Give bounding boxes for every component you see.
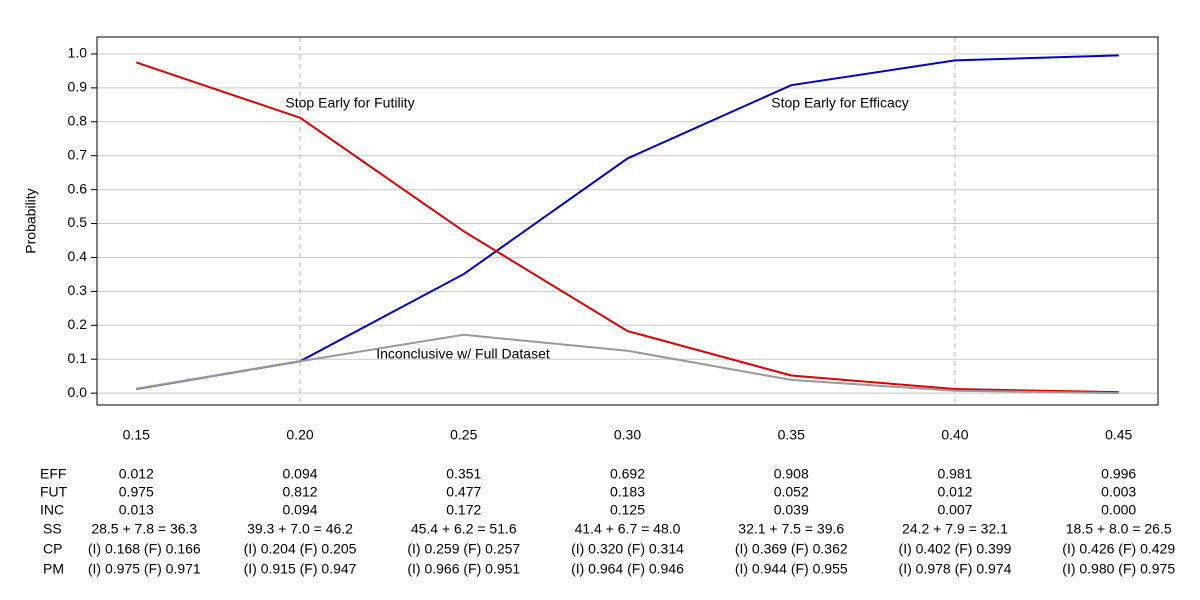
table-cell: (I) 0.980 (F) 0.975 xyxy=(1062,561,1175,577)
x-tick-label: 0.20 xyxy=(286,427,313,443)
series-line xyxy=(135,61,1119,394)
table-cell: 45.4 + 6.2 = 51.6 xyxy=(411,521,517,537)
table-cell: 0.007 xyxy=(937,502,972,518)
x-tick-label: 0.35 xyxy=(778,427,805,443)
y-tick-label: 0.8 xyxy=(68,112,88,128)
table-cell: (I) 0.204 (F) 0.205 xyxy=(244,541,357,557)
x-tick-label: 0.40 xyxy=(941,427,968,443)
table-cell: 0.013 xyxy=(119,502,154,518)
y-tick-label: 0.6 xyxy=(68,180,88,196)
annotation: Stop Early for Futility xyxy=(285,95,414,111)
table-cell: 18.5 + 8.0 = 26.5 xyxy=(1066,521,1172,537)
table-cell: 0.125 xyxy=(610,502,645,518)
y-tick-label: 1.0 xyxy=(68,45,88,61)
annotation: Inconclusive w/ Full Dataset xyxy=(376,346,550,362)
table-cell: (I) 0.168 (F) 0.166 xyxy=(88,541,201,557)
series-line xyxy=(136,54,1119,391)
table-cell: 0.183 xyxy=(610,484,645,500)
table-cell: 0.000 xyxy=(1101,502,1136,518)
table-cell: 0.012 xyxy=(937,484,972,500)
table-cell: 0.477 xyxy=(446,484,481,500)
plot-frame xyxy=(96,36,1159,406)
table-cell: 41.4 + 6.7 = 48.0 xyxy=(575,521,681,537)
table-cell: 0.981 xyxy=(937,466,972,482)
table-row-label: SS xyxy=(43,521,62,537)
table-cell: 0.996 xyxy=(1101,466,1136,482)
table-row-label: CP xyxy=(43,541,62,557)
x-tick-label: 0.30 xyxy=(614,427,641,443)
table-cell: (I) 0.259 (F) 0.257 xyxy=(407,541,520,557)
table-cell: (I) 0.978 (F) 0.974 xyxy=(899,561,1012,577)
y-tick-label: 0.7 xyxy=(68,146,88,162)
table-cell: 0.039 xyxy=(774,502,809,518)
table-cell: (I) 0.964 (F) 0.946 xyxy=(571,561,684,577)
table-cell: 0.812 xyxy=(283,484,318,500)
table-row-label: INC xyxy=(40,502,64,518)
table-cell: (I) 0.402 (F) 0.399 xyxy=(899,541,1012,557)
series-line xyxy=(136,333,1119,395)
y-tick-label: 0.2 xyxy=(68,316,88,332)
table-cell: 0.351 xyxy=(446,466,481,482)
table-row-label: EFF xyxy=(40,466,66,482)
x-tick-label: 0.45 xyxy=(1105,427,1132,443)
table-cell: 0.012 xyxy=(119,466,154,482)
table-cell: (I) 0.975 (F) 0.971 xyxy=(88,561,201,577)
table-cell: (I) 0.915 (F) 0.947 xyxy=(244,561,357,577)
table-cell: 28.5 + 7.8 = 36.3 xyxy=(91,521,197,537)
table-cell: 0.172 xyxy=(446,502,481,518)
table-cell: 0.908 xyxy=(774,466,809,482)
table-cell: 24.2 + 7.9 = 32.1 xyxy=(902,521,1008,537)
y-tick-label: 0.4 xyxy=(68,248,88,264)
y-axis-label: Probability xyxy=(23,188,39,253)
x-tick-label: 0.25 xyxy=(450,427,477,443)
table-cell: (I) 0.320 (F) 0.314 xyxy=(571,541,684,557)
table-cell: (I) 0.966 (F) 0.951 xyxy=(407,561,520,577)
y-tick-label: 0.0 xyxy=(68,384,88,400)
table-row-label: FUT xyxy=(40,484,68,500)
table-cell: (I) 0.426 (F) 0.429 xyxy=(1062,541,1175,557)
y-tick-label: 0.3 xyxy=(68,282,88,298)
annotation: Stop Early for Efficacy xyxy=(771,95,908,111)
table-cell: 0.692 xyxy=(610,466,645,482)
table-cell: 39.3 + 7.0 = 46.2 xyxy=(247,521,353,537)
table-cell: 0.094 xyxy=(283,466,318,482)
table-cell: 0.094 xyxy=(283,502,318,518)
table-cell: 0.003 xyxy=(1101,484,1136,500)
y-tick-label: 0.1 xyxy=(68,350,88,366)
y-tick-label: 0.5 xyxy=(68,214,88,230)
table-cell: (I) 0.369 (F) 0.362 xyxy=(735,541,848,557)
table-row-label: PM xyxy=(43,561,64,577)
table-cell: 0.975 xyxy=(119,484,154,500)
table-cell: 32.1 + 7.5 = 39.6 xyxy=(738,521,844,537)
table-cell: 0.052 xyxy=(774,484,809,500)
x-tick-label: 0.15 xyxy=(123,427,150,443)
table-cell: (I) 0.944 (F) 0.955 xyxy=(735,561,848,577)
y-tick-label: 0.9 xyxy=(68,79,88,95)
